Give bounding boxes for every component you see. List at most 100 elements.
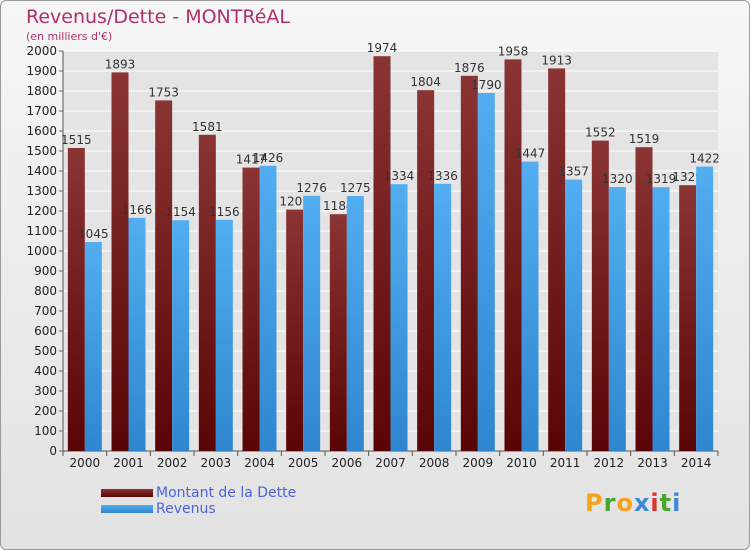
data-label-dette: 1515 [61,133,92,147]
data-label-revenus: 1422 [689,152,720,166]
y-tick-label: 700 [34,304,57,318]
y-tick-label: 800 [34,284,57,298]
y-tick-label: 1200 [26,204,57,218]
x-tick-label: 2014 [681,456,712,470]
bar-revenus [434,183,452,452]
y-tick-label: 1400 [26,164,57,178]
bar-dette [329,214,347,451]
bar-dette [198,134,216,452]
chart-subtitle: (en milliers d'€) [26,30,113,43]
y-tick-label: 1800 [26,84,57,98]
bar-dette [242,167,260,451]
bar-revenus [565,179,583,451]
bar-revenus [84,242,102,451]
y-tick-label: 1000 [26,244,57,258]
data-label-revenus: 1154 [165,205,196,219]
data-label-revenus: 1426 [253,151,284,165]
legend-item-revenus: Revenus [101,501,296,517]
x-tick-label: 2005 [288,456,319,470]
bar-revenus [477,93,495,451]
data-label-dette: 1913 [541,53,572,67]
data-label-dette: 1958 [498,44,529,58]
x-tick-label: 2006 [332,456,363,470]
bar-dette [679,185,697,451]
bar-dette [417,90,435,451]
data-label-dette: 1552 [585,126,616,140]
data-label-revenus: 1045 [78,227,109,241]
x-tick-label: 2001 [113,456,144,470]
x-tick-label: 2002 [157,456,188,470]
data-label-dette: 1329 [672,170,703,184]
logo-letter: i [672,489,682,517]
bar-revenus [390,184,408,451]
data-label-revenus: 1334 [384,169,415,183]
y-tick-label: 100 [34,424,57,438]
legend-item-dette: Montant de la Dette [101,485,296,501]
legend: Montant de la Dette Revenus [101,485,296,517]
bar-revenus [521,161,539,451]
y-tick-label: 1600 [26,124,57,138]
y-tick-label: 900 [34,264,57,278]
legend-label-dette: Montant de la Dette [156,485,297,501]
data-label-dette: 1876 [454,61,485,75]
x-tick-label: 2010 [506,456,537,470]
logo-letter: x [633,489,651,517]
data-label-revenus: 1319 [646,172,677,186]
bar-dette [155,100,173,452]
y-tick-label: 400 [34,364,57,378]
y-tick-label: 1300 [26,184,57,198]
proxiti-logo: Proxiti [585,489,681,517]
x-tick-label: 2000 [70,456,101,470]
data-label-dette: 1893 [105,57,136,71]
legend-label-revenus: Revenus [156,501,216,517]
data-label-revenus: 1156 [209,205,240,219]
bar-revenus [652,187,670,451]
x-tick-label: 2007 [375,456,406,470]
x-tick-label: 2008 [419,456,450,470]
logo-letter: r [603,489,617,517]
data-label-revenus: 1357 [558,165,589,179]
bar-revenus [172,220,190,451]
bar-revenus [215,219,233,451]
bar-dette [111,72,129,452]
y-tick-label: 1900 [26,64,57,78]
data-label-revenus: 1320 [602,172,633,186]
y-tick-label: 300 [34,384,57,398]
data-label-revenus: 1336 [427,169,458,183]
y-tick-label: 1500 [26,144,57,158]
y-tick-label: 2000 [26,44,57,58]
data-label-revenus: 1276 [296,181,327,195]
data-label-dette: 1753 [148,85,179,99]
x-tick-label: 2004 [244,456,275,470]
data-label-revenus: 1790 [471,78,502,92]
data-label-dette: 1417 [236,153,267,167]
logo-letter: i [650,489,660,517]
bar-dette [504,59,522,452]
data-label-dette: 1974 [367,41,398,55]
x-tick-label: 2012 [594,456,625,470]
data-label-dette: 1207 [279,195,310,209]
bar-dette [591,140,609,451]
x-tick-label: 2009 [463,456,494,470]
bar-dette [548,68,566,452]
legend-swatch-dette [101,489,153,497]
data-label-revenus: 1166 [122,203,153,217]
logo-letter: o [616,489,634,517]
bar-revenus [259,165,277,452]
data-label-dette: 1184 [323,199,354,213]
x-tick-label: 2003 [201,456,232,470]
logo-letter: P [585,489,604,517]
bar-revenus [303,195,321,451]
bar-dette [286,209,304,451]
legend-swatch-revenus [101,505,153,513]
y-tick-label: 200 [34,404,57,418]
x-tick-label: 2013 [637,456,668,470]
y-tick-label: 0 [49,444,57,458]
bar-revenus [128,217,146,451]
data-label-revenus: 1447 [515,147,546,161]
data-label-dette: 1581 [192,120,223,134]
y-tick-label: 1700 [26,104,57,118]
y-tick-label: 1100 [26,224,57,238]
